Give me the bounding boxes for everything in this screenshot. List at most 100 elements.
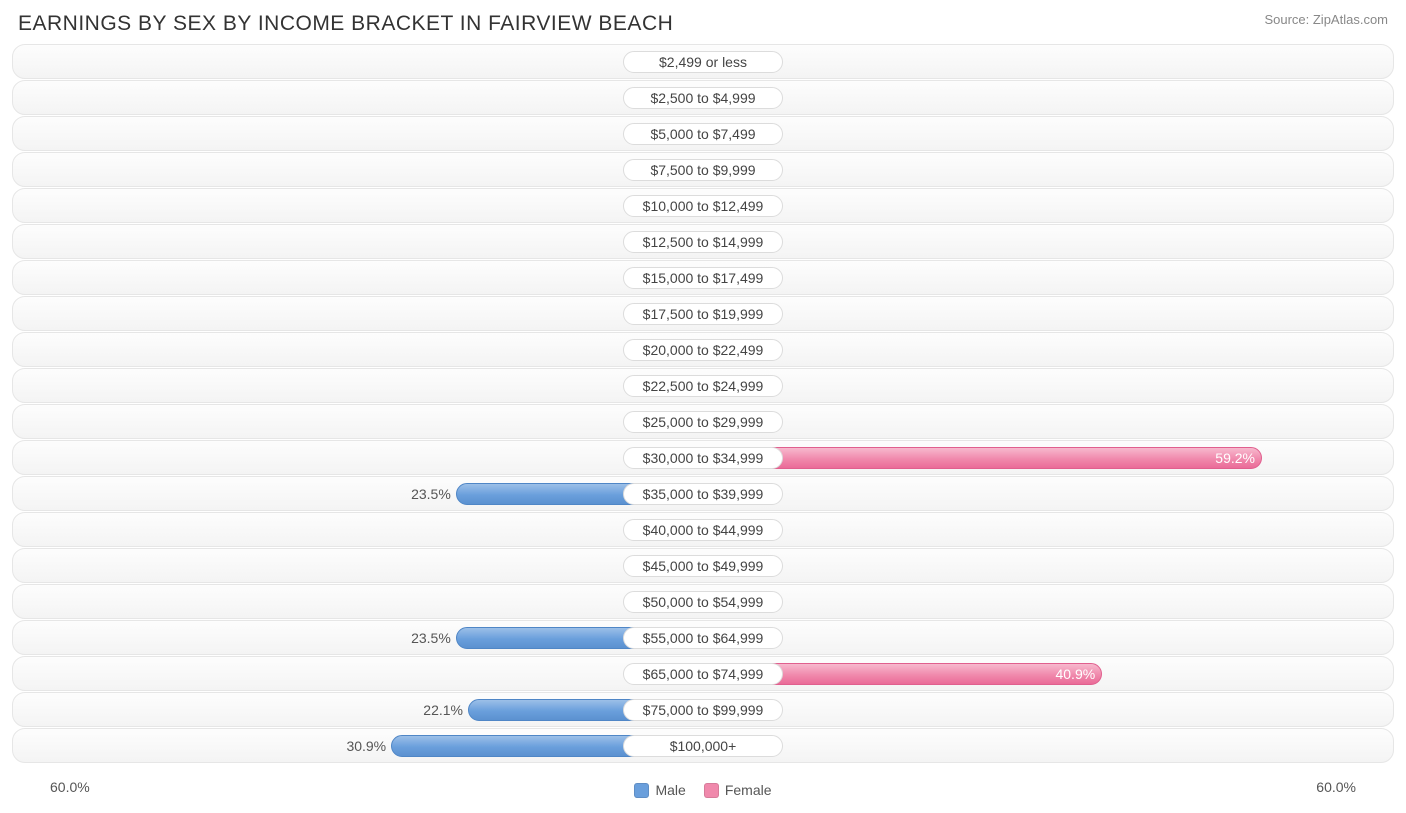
chart-row: 22.1% 0.0%$75,000 to $99,999 [12,692,1394,727]
axis-label-right: 60.0% [1316,779,1356,795]
legend-swatch-male [634,783,649,798]
chart-row: 0.0%0.0%$20,000 to $22,499 [12,332,1394,367]
female-value-label: 59.2% [1215,450,1255,466]
female-half: 0.0% [703,405,1393,438]
female-half: 0.0% [703,729,1393,762]
female-half: 0.0% [703,81,1393,114]
male-value-label: 23.5% [411,630,451,646]
male-half: 0.0% [13,585,703,618]
chart-row: 0.0% 59.2% $30,000 to $34,999 [12,440,1394,475]
male-half: 23.5% [13,477,703,510]
female-half: 0.0% [703,153,1393,186]
male-half: 0.0% [13,189,703,222]
bracket-label: $2,500 to $4,999 [623,87,783,109]
chart-row: 0.0%0.0%$40,000 to $44,999 [12,512,1394,547]
chart-source: Source: ZipAtlas.com [1264,12,1388,27]
male-half: 0.0% [13,333,703,366]
male-value-label: 30.9% [346,738,386,754]
male-half: 0.0% [13,45,703,78]
male-half: 0.0% [13,81,703,114]
chart-row: 23.5% 0.0%$55,000 to $64,999 [12,620,1394,655]
bracket-label: $12,500 to $14,999 [623,231,783,253]
chart-body: 0.0%0.0%$2,499 or less0.0%0.0%$2,500 to … [0,44,1406,763]
female-half: 0.0% [703,369,1393,402]
female-half: 0.0% [703,621,1393,654]
bracket-label: $22,500 to $24,999 [623,375,783,397]
chart-row: 0.0%0.0%$45,000 to $49,999 [12,548,1394,583]
male-half: 0.0% [13,657,703,690]
female-value-label: 40.9% [1055,666,1095,682]
male-half: 0.0% [13,369,703,402]
female-half: 0.0% [703,693,1393,726]
chart-footer: 60.0% Male Female 60.0% [0,775,1406,805]
chart-row: 0.0%0.0%$12,500 to $14,999 [12,224,1394,259]
female-half: 0.0% [703,225,1393,258]
female-half: 40.9% [703,657,1393,690]
chart-row: 0.0%0.0%$2,499 or less [12,44,1394,79]
legend-item-male: Male [634,782,685,798]
male-half: 30.9% [13,729,703,762]
male-half: 0.0% [13,153,703,186]
bracket-label: $55,000 to $64,999 [623,627,783,649]
male-half: 23.5% [13,621,703,654]
female-half: 0.0% [703,333,1393,366]
male-half: 0.0% [13,549,703,582]
chart-row: 0.0%0.0%$22,500 to $24,999 [12,368,1394,403]
bracket-label: $5,000 to $7,499 [623,123,783,145]
legend-label-male: Male [655,782,685,798]
male-half: 0.0% [13,405,703,438]
female-half: 0.0% [703,297,1393,330]
female-half: 0.0% [703,189,1393,222]
legend: Male Female [634,782,771,798]
chart-row: 0.0%0.0%$7,500 to $9,999 [12,152,1394,187]
chart-row: 23.5% 0.0%$35,000 to $39,999 [12,476,1394,511]
male-half: 0.0% [13,261,703,294]
legend-swatch-female [704,783,719,798]
chart-title: EARNINGS BY SEX BY INCOME BRACKET IN FAI… [18,12,673,36]
male-half: 0.0% [13,441,703,474]
bracket-label: $7,500 to $9,999 [623,159,783,181]
bracket-label: $50,000 to $54,999 [623,591,783,613]
bracket-label: $17,500 to $19,999 [623,303,783,325]
chart-row: 0.0%0.0%$50,000 to $54,999 [12,584,1394,619]
chart-row: 0.0%0.0%$15,000 to $17,499 [12,260,1394,295]
legend-item-female: Female [704,782,772,798]
female-half: 0.0% [703,117,1393,150]
chart-row: 0.0%0.0%$5,000 to $7,499 [12,116,1394,151]
female-half: 59.2% [703,441,1393,474]
female-half: 0.0% [703,585,1393,618]
male-value-label: 23.5% [411,486,451,502]
bracket-label: $15,000 to $17,499 [623,267,783,289]
legend-label-female: Female [725,782,772,798]
male-value-label: 22.1% [423,702,463,718]
chart-header: EARNINGS BY SEX BY INCOME BRACKET IN FAI… [0,0,1406,44]
bracket-label: $10,000 to $12,499 [623,195,783,217]
bracket-label: $65,000 to $74,999 [623,663,783,685]
bracket-label: $35,000 to $39,999 [623,483,783,505]
female-half: 0.0% [703,477,1393,510]
bracket-label: $2,499 or less [623,51,783,73]
axis-label-left: 60.0% [50,779,90,795]
bracket-label: $75,000 to $99,999 [623,699,783,721]
female-half: 0.0% [703,549,1393,582]
male-half: 0.0% [13,297,703,330]
chart-row: 0.0%0.0%$17,500 to $19,999 [12,296,1394,331]
female-half: 0.0% [703,261,1393,294]
bracket-label: $40,000 to $44,999 [623,519,783,541]
female-half: 0.0% [703,513,1393,546]
chart-row: 0.0%0.0%$2,500 to $4,999 [12,80,1394,115]
male-half: 0.0% [13,513,703,546]
male-half: 0.0% [13,117,703,150]
bracket-label: $25,000 to $29,999 [623,411,783,433]
chart-row: 30.9% 0.0%$100,000+ [12,728,1394,763]
chart-row: 0.0% 40.9% $65,000 to $74,999 [12,656,1394,691]
female-half: 0.0% [703,45,1393,78]
male-half: 22.1% [13,693,703,726]
chart-row: 0.0%0.0%$25,000 to $29,999 [12,404,1394,439]
bracket-label: $30,000 to $34,999 [623,447,783,469]
bracket-label: $20,000 to $22,499 [623,339,783,361]
bracket-label: $100,000+ [623,735,783,757]
male-half: 0.0% [13,225,703,258]
chart-row: 0.0%0.0%$10,000 to $12,499 [12,188,1394,223]
bracket-label: $45,000 to $49,999 [623,555,783,577]
